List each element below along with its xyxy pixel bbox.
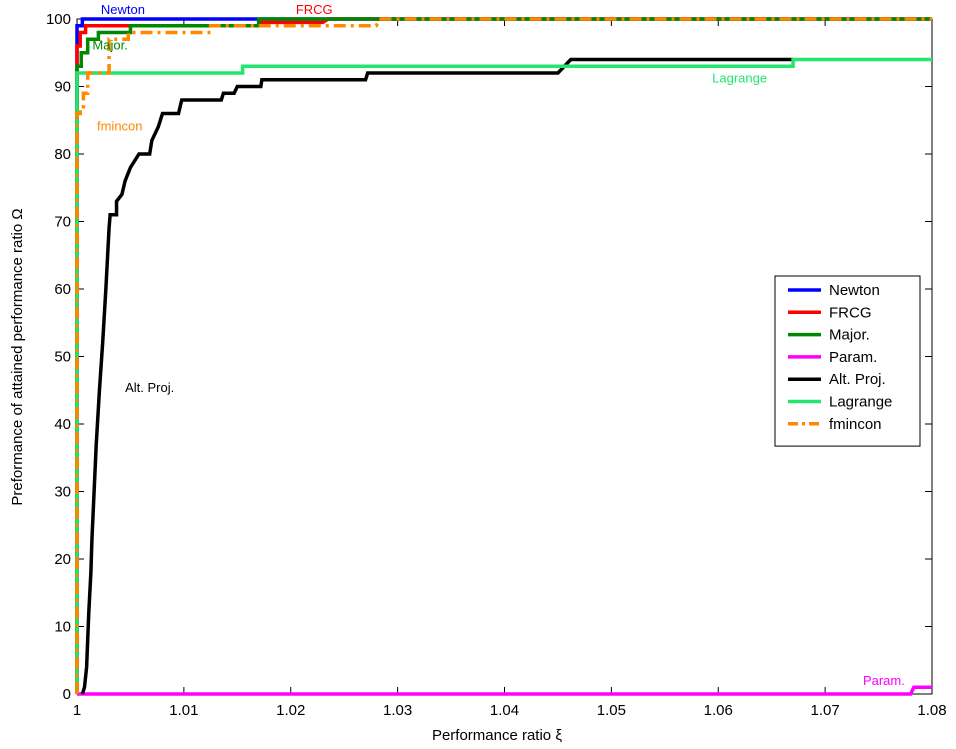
- legend-entry: Major.: [829, 327, 870, 344]
- y-tick-label: 0: [63, 686, 71, 703]
- series-layer: [75, 17, 932, 696]
- annotation-label: Param.: [863, 673, 905, 688]
- series-line-alt-proj: [80, 57, 794, 695]
- annotation-label: FRCG: [296, 2, 333, 17]
- series-line-major: [75, 17, 932, 694]
- legend-entry: Alt. Proj.: [829, 371, 886, 388]
- annotation-label: Newton: [101, 2, 145, 17]
- x-tick-label: 1.05: [597, 702, 626, 719]
- x-tick-label: 1.07: [811, 702, 840, 719]
- legend: Newton FRCG Major. Param. Alt. Proj. Lagrange…: [774, 275, 921, 447]
- y-tick-label: 90: [54, 79, 71, 96]
- series-line-frcg: [75, 17, 932, 694]
- annotation-label: Major.: [92, 37, 127, 52]
- y-tick-label: 20: [54, 551, 71, 568]
- x-tick-label: 1: [73, 702, 81, 719]
- legend-entry: Param.: [829, 349, 877, 366]
- y-tick-label: 70: [54, 214, 71, 231]
- series-line-lagrange: [75, 57, 932, 694]
- series-line-param: [77, 685, 932, 696]
- annotation-layer: Newton FRCG Major. fmincon Lagrange Alt. Proj…: [92, 2, 904, 688]
- x-axis-label: Performance ratio ξ: [432, 727, 562, 744]
- series-line-fmincon: [75, 17, 932, 694]
- x-tick-label: 1.03: [383, 702, 412, 719]
- y-tick-label: 10: [54, 619, 71, 636]
- legend-entry: FRCG: [829, 304, 872, 321]
- x-tick-label: 1.06: [704, 702, 733, 719]
- legend-box: [774, 275, 921, 447]
- annotation-label: fmincon: [97, 118, 143, 133]
- legend-entry: Newton: [829, 282, 880, 299]
- legend-entry: fmincon: [829, 416, 882, 433]
- y-tick-label: 50: [54, 349, 71, 366]
- y-tick-label: 60: [54, 281, 71, 298]
- y-tick-label: 80: [54, 146, 71, 163]
- y-tick-label: 100: [46, 11, 71, 28]
- y-tick-label: 40: [54, 416, 71, 433]
- legend-entry: Lagrange: [829, 394, 892, 411]
- x-tick-label: 1.02: [276, 702, 305, 719]
- y-tick-label: 30: [54, 484, 71, 501]
- annotation-label: Alt. Proj.: [125, 380, 174, 395]
- plot-axes: 1 1.01 1.02 1.03 1.04 1.05 1.06 1.07 1.08 0 10 20 30…: [46, 11, 947, 719]
- y-axis-label: Preformance of attained performance rati…: [9, 208, 26, 505]
- x-tick-label: 1.08: [917, 702, 946, 719]
- x-tick-label: 1.04: [490, 702, 519, 719]
- x-tick-label: 1.01: [169, 702, 198, 719]
- annotation-label: Lagrange: [712, 70, 767, 85]
